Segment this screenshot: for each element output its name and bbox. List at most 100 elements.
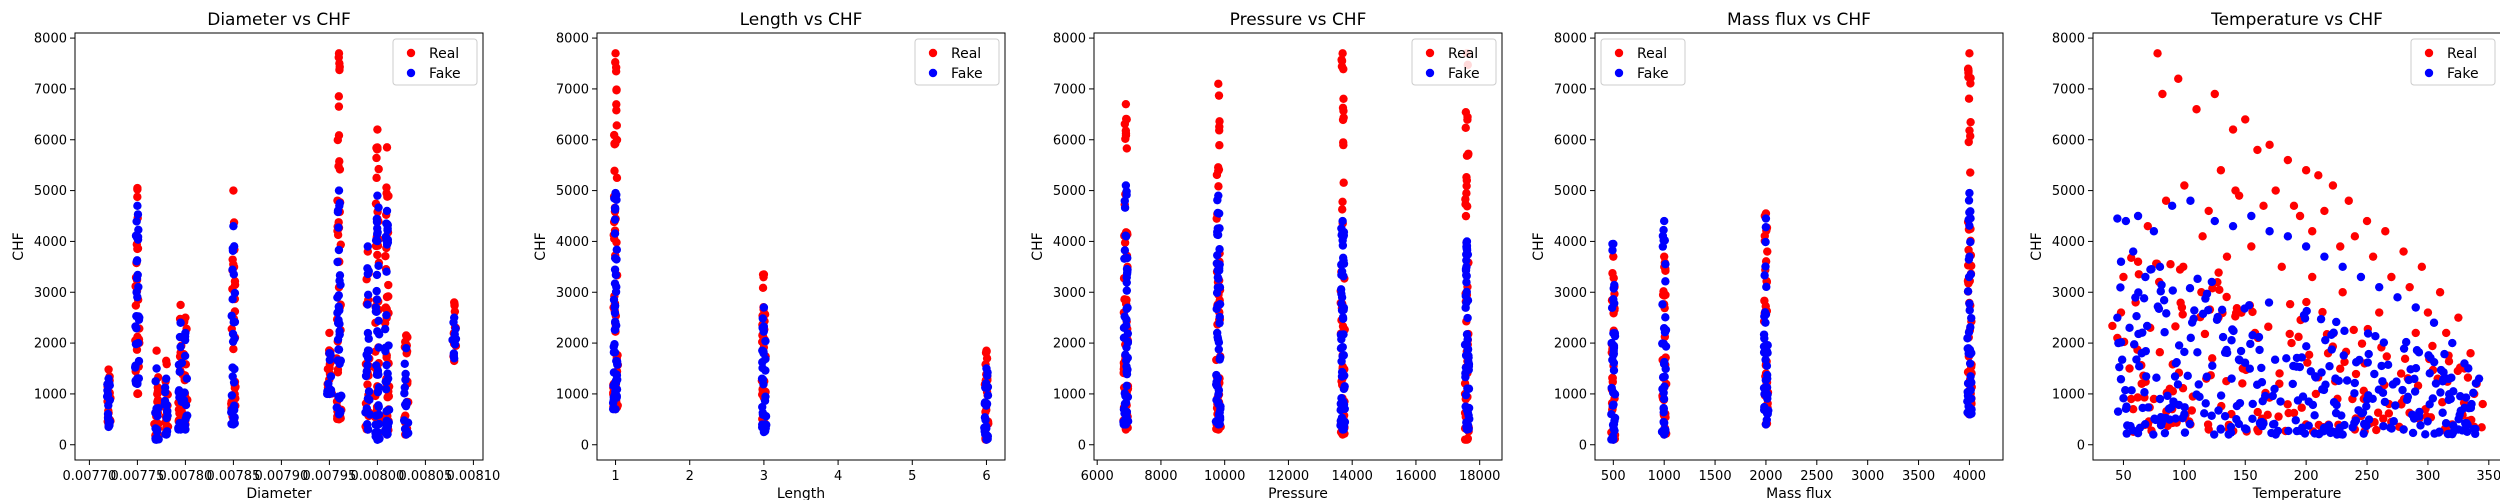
data-point-real: [2478, 399, 2487, 409]
data-point-fake: [374, 261, 383, 270]
data-point-fake: [2141, 372, 2151, 381]
data-point-fake: [383, 225, 392, 235]
data-point-fake: [2439, 368, 2448, 377]
data-point-fake: [1213, 208, 1223, 218]
data-point-real: [2126, 394, 2136, 404]
data-point-real: [1608, 373, 1617, 383]
y-tick-label: 0: [581, 438, 589, 453]
data-point-fake: [2127, 386, 2136, 395]
data-point-fake: [1463, 313, 1472, 323]
data-point-fake: [374, 203, 383, 212]
data-point-real: [363, 380, 372, 389]
data-point-fake: [2295, 362, 2305, 372]
data-point-fake: [2318, 385, 2327, 394]
data-point-fake: [2304, 421, 2313, 430]
data-point-fake: [2378, 377, 2387, 386]
data-point-real: [2149, 394, 2159, 404]
data-point-fake: [372, 295, 382, 304]
data-point-real: [2336, 242, 2345, 251]
data-point-fake: [612, 370, 621, 379]
data-point-fake: [2321, 335, 2330, 345]
data-point-real: [2294, 332, 2303, 342]
data-point-fake: [334, 223, 343, 232]
data-point-fake: [1339, 259, 1349, 268]
data-point-real: [2204, 425, 2213, 434]
data-point-fake: [2139, 294, 2149, 303]
data-point-fake: [610, 325, 620, 334]
data-point-fake: [2302, 342, 2311, 351]
x-tick-label: 12000: [1268, 469, 1309, 484]
data-point-real: [372, 173, 381, 183]
data-point-real: [1337, 55, 1346, 64]
data-point-fake: [104, 374, 113, 383]
data-point-fake: [2377, 361, 2386, 371]
data-point-fake: [2224, 430, 2233, 439]
data-point-fake: [1608, 246, 1617, 255]
data-point-real: [2351, 369, 2361, 379]
data-point-fake: [1215, 312, 1224, 322]
data-point-fake: [2183, 371, 2192, 381]
data-point-fake: [133, 201, 142, 211]
x-axis-label: Diameter: [246, 486, 312, 500]
data-point-fake: [1462, 330, 1472, 339]
data-point-real: [612, 106, 621, 115]
data-point-fake: [1661, 342, 1671, 351]
data-point-real: [612, 86, 621, 95]
data-point-fake: [2226, 422, 2236, 432]
data-point-fake: [2402, 395, 2412, 404]
data-point-fake: [361, 371, 371, 381]
data-point-real: [1122, 144, 1132, 153]
legend-marker-fake: [1614, 68, 1624, 78]
data-point-fake: [1966, 270, 1976, 279]
data-point-fake: [2201, 399, 2210, 408]
data-point-real: [2357, 339, 2367, 348]
data-point-fake: [2247, 211, 2256, 221]
data-point-real: [2161, 196, 2171, 205]
data-point-fake: [2304, 397, 2313, 406]
data-point-fake: [762, 420, 771, 430]
data-point-fake: [2155, 262, 2165, 272]
data-point-real: [2200, 329, 2210, 339]
data-point-fake: [151, 377, 160, 386]
data-point-fake: [1123, 338, 1133, 347]
axes-frame: [2092, 32, 2500, 461]
data-point-fake: [228, 244, 238, 253]
data-point-fake: [1964, 328, 1974, 337]
data-point-fake: [2248, 414, 2257, 424]
x-axis-label: Temperature: [2252, 486, 2342, 500]
data-point-real: [2277, 262, 2286, 272]
data-point-real: [2336, 364, 2345, 373]
data-point-fake: [2416, 421, 2425, 430]
data-point-real: [612, 173, 622, 183]
data-point-fake: [230, 364, 239, 374]
data-point-real: [2192, 105, 2201, 114]
data-point-fake: [2235, 356, 2244, 365]
data-point-real: [2381, 227, 2390, 236]
data-point-fake: [334, 345, 344, 354]
legend-label-fake: Fake: [1448, 66, 1480, 82]
data-point-fake: [1120, 409, 1129, 418]
data-point-fake: [2371, 331, 2380, 341]
data-point-fake: [2388, 380, 2398, 389]
data-point-fake: [2141, 272, 2150, 282]
data-point-fake: [2271, 430, 2280, 439]
data-point-fake: [2210, 216, 2219, 226]
data-point-fake: [1461, 291, 1470, 301]
data-point-fake: [2462, 418, 2471, 428]
data-point-real: [611, 49, 620, 58]
data-point-fake: [1761, 318, 1770, 327]
data-point-fake: [757, 374, 767, 383]
chart-title: Length vs CHF: [740, 10, 863, 30]
data-point-fake: [1464, 363, 1473, 372]
data-point-real: [2155, 348, 2165, 357]
x-tick-label: 0.00770: [63, 469, 117, 484]
data-point-fake: [1461, 303, 1470, 312]
data-point-real: [2428, 341, 2437, 351]
data-point-fake: [382, 206, 392, 216]
data-point-fake: [1122, 286, 1132, 295]
data-point-real: [382, 353, 391, 362]
y-axis-label: CHF: [11, 232, 27, 260]
data-point-fake: [2265, 227, 2274, 236]
data-point-fake: [1965, 306, 1974, 315]
data-point-fake: [450, 313, 459, 322]
